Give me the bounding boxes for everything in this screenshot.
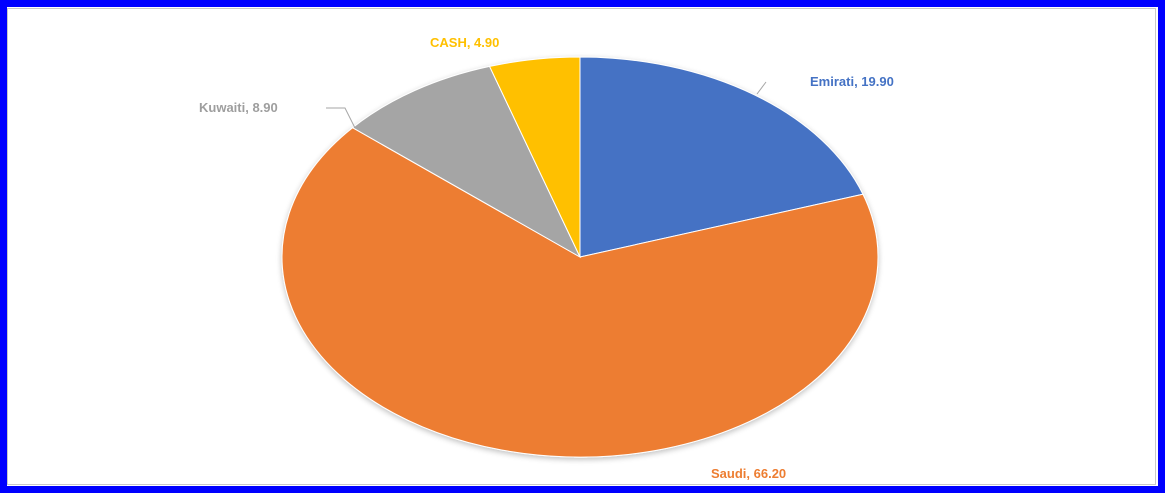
data-label-saudi: Saudi, 66.20 xyxy=(711,466,786,481)
data-label-cash: CASH, 4.90 xyxy=(430,35,499,50)
data-label-emirati: Emirati, 19.90 xyxy=(810,74,894,89)
data-label-kuwaiti: Kuwaiti, 8.90 xyxy=(199,100,278,115)
leader-line-emirati xyxy=(757,82,766,94)
leader-line-kuwaiti xyxy=(326,108,355,128)
